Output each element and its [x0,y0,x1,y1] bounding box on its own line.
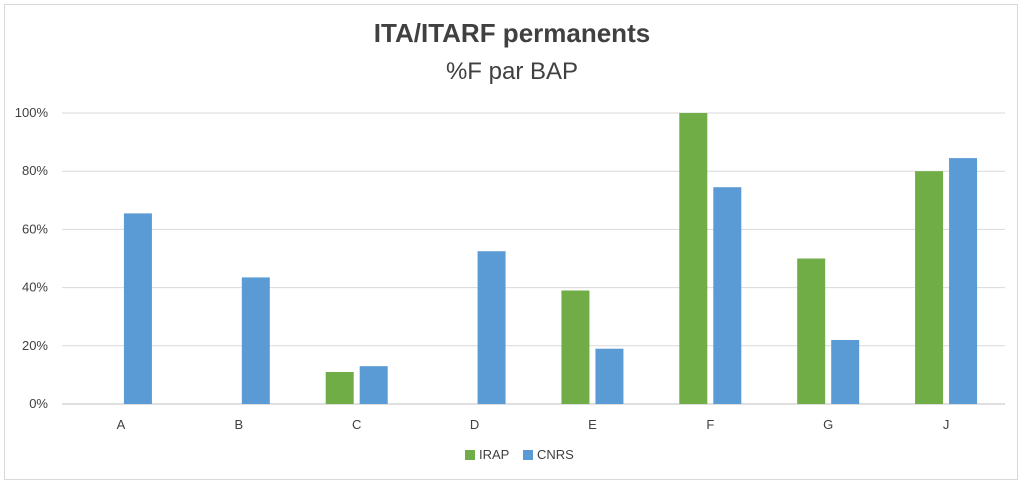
legend-label-cnrs: CNRS [537,447,574,462]
x-tick-label: F [706,417,714,432]
bar-cnrs-C [359,366,388,404]
legend-swatch-cnrs [523,450,533,460]
y-tick-label: 80% [22,163,48,178]
x-tick-label: B [234,417,243,432]
legend-swatch-irap [465,450,475,460]
y-tick-label: 20% [22,338,48,353]
bar-cnrs-B [241,277,270,404]
bar-irap-C [325,371,354,404]
x-tick-label: E [588,417,597,432]
chart-subtitle: %F par BAP [445,58,579,85]
bar-cnrs-J [949,158,978,404]
y-tick-label: 40% [22,280,48,295]
chart-title: ITA/ITARF permanents [373,18,651,48]
legend: IRAP CNRS [465,447,574,462]
y-axis: 0% 20% 40% 60% 80% 100% [15,105,49,411]
y-tick-label: 60% [22,221,48,236]
bar-irap-J [915,171,944,404]
x-tick-label: D [470,417,479,432]
x-tick-label: C [352,417,361,432]
bars [123,113,978,404]
bar-cnrs-D [477,251,506,404]
bar-cnrs-G [831,339,860,404]
bar-cnrs-A [123,213,152,404]
legend-label-irap: IRAP [479,447,509,462]
x-tick-label: A [117,417,126,432]
gridlines [62,112,1005,405]
bar-irap-G [797,258,826,404]
bar-cnrs-F [713,187,742,404]
y-tick-label: 100% [15,105,49,120]
y-tick-label: 0% [29,396,48,411]
bar-cnrs-E [595,348,624,404]
bar-irap-E [561,290,590,404]
bar-irap-F [679,113,708,404]
x-tick-label: J [943,417,950,432]
x-tick-label: G [823,417,833,432]
